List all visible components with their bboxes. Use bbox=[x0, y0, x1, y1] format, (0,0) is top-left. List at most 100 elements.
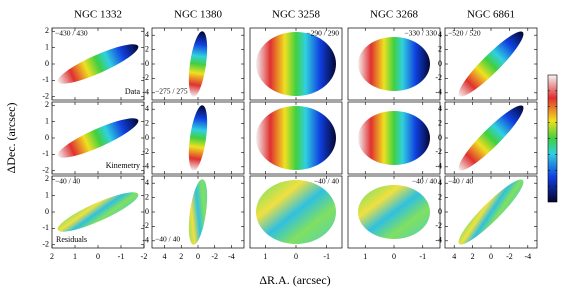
velocity-map bbox=[458, 31, 524, 97]
panel: -2 -1 0 1 2 Kinemetry bbox=[42, 100, 145, 175]
row-label: Data bbox=[125, 87, 141, 96]
x-tick-label: 2 bbox=[471, 252, 475, 261]
x-tick-label: 1 bbox=[263, 252, 267, 261]
x-tick-label: 1 bbox=[363, 252, 367, 261]
row-label: Residuals bbox=[56, 235, 87, 244]
x-tick-label: -1 bbox=[323, 252, 330, 261]
velocity-map bbox=[358, 111, 430, 165]
x-tick-label: 1 bbox=[73, 252, 77, 261]
y-tick-label: -2 bbox=[435, 221, 442, 230]
panel-title: NGC 3258 bbox=[272, 9, 320, 21]
y-tick-label: 4 bbox=[438, 178, 442, 187]
y-tick-label: 0 bbox=[45, 207, 49, 216]
y-tick-label: 0 bbox=[438, 207, 442, 216]
range-label: −330 / 330 bbox=[404, 29, 437, 38]
y-tick-label: 4 bbox=[145, 178, 149, 187]
y-tick-label: 2 bbox=[145, 118, 149, 127]
panel: -4 -2 0 2 4 −520 / 520 bbox=[435, 27, 538, 101]
velocity-map bbox=[188, 31, 208, 97]
y-tick-label: 0 bbox=[145, 133, 149, 142]
panel-title: NGC 1332 bbox=[74, 9, 122, 21]
x-tick-label: -2 bbox=[141, 252, 148, 261]
velocity-map bbox=[57, 118, 139, 158]
y-tick-label: 2 bbox=[45, 174, 49, 183]
y-tick-label: 0 bbox=[45, 59, 49, 68]
panel: 1 0 -1 −40 / 40 bbox=[249, 175, 343, 261]
range-label: −40 / 40 bbox=[314, 177, 339, 186]
y-tick-label: -2 bbox=[435, 73, 442, 82]
y-tick-label: 2 bbox=[145, 192, 149, 201]
panel: -4 -2 0 2 4 bbox=[142, 101, 245, 175]
y-tick-label: 4 bbox=[145, 104, 149, 113]
residual-map bbox=[458, 179, 524, 245]
y-tick-label: 4 bbox=[438, 30, 442, 39]
y-tick-label: -1 bbox=[42, 75, 49, 84]
y-tick-label: 1 bbox=[45, 190, 49, 199]
x-tick-label: 0 bbox=[489, 252, 493, 261]
y-tick-label: -2 bbox=[435, 147, 442, 156]
x-tick-label: 0 bbox=[294, 252, 298, 261]
y-tick-label: -2 bbox=[142, 147, 149, 156]
panel: 1 0 -1 −40 / 40 bbox=[347, 175, 441, 261]
y-tick-label: 2 bbox=[438, 118, 442, 127]
x-tick-label: -4 bbox=[228, 252, 235, 261]
y-tick-label: 2 bbox=[145, 44, 149, 53]
y-tick-label: 4 bbox=[145, 30, 149, 39]
range-label: −430 / 430 bbox=[55, 29, 88, 38]
panel: −330 / 330 bbox=[347, 27, 441, 101]
panel: -2 -1 0 1 2 −430 / 430 Data bbox=[42, 26, 145, 101]
velocity-map bbox=[358, 37, 430, 91]
y-tick-label: 0 bbox=[145, 207, 149, 216]
y-tick-label: -4 bbox=[435, 88, 442, 97]
residual-map bbox=[188, 179, 208, 245]
x-tick-label: 0 bbox=[392, 252, 396, 261]
y-tick-label: -2 bbox=[42, 92, 49, 101]
velocity-map bbox=[57, 44, 139, 84]
residual-map bbox=[57, 192, 139, 232]
y-tick-label: -4 bbox=[142, 162, 149, 171]
y-tick-label: 0 bbox=[438, 59, 442, 68]
panel-title: NGC 1380 bbox=[174, 9, 222, 21]
range-label: −290 / 290 bbox=[306, 29, 339, 38]
y-tick-label: -2 bbox=[142, 221, 149, 230]
y-tick-label: 2 bbox=[45, 26, 49, 35]
x-tick-label: -4 bbox=[524, 252, 531, 261]
y-tick-label: -2 bbox=[142, 73, 149, 82]
panel: -4 -2 0 2 4 bbox=[435, 101, 538, 175]
range-label: −40 / 40 bbox=[55, 177, 80, 186]
y-tick-label: -4 bbox=[435, 162, 442, 171]
panel: −290 / 290 bbox=[249, 27, 343, 101]
panel: 4 2 0 -2 -4 -4 -2 0 2 4 −40 / 40 bbox=[142, 175, 245, 261]
y-tick-label: -2 bbox=[42, 240, 49, 249]
x-axis-label: ΔR.A. (arcsec) bbox=[259, 273, 330, 287]
panel: -4 -2 0 2 4 −275 / 275 bbox=[142, 27, 245, 101]
panel: 4 2 0 -2 -4 -4 -2 0 2 4 −40 / 40 bbox=[435, 175, 538, 261]
velocity-map bbox=[256, 32, 336, 96]
x-tick-label: -1 bbox=[419, 252, 426, 261]
x-tick-label: -2 bbox=[211, 252, 218, 261]
panel-title: NGC 3268 bbox=[370, 9, 418, 21]
x-tick-label: 0 bbox=[96, 252, 100, 261]
y-tick-label: 2 bbox=[438, 44, 442, 53]
velocity-map bbox=[256, 106, 336, 170]
panel bbox=[347, 101, 441, 175]
residual-map bbox=[358, 185, 430, 239]
velocity-map bbox=[458, 105, 524, 171]
y-tick-label: 1 bbox=[45, 116, 49, 125]
y-tick-label: -4 bbox=[142, 88, 149, 97]
panel bbox=[249, 101, 343, 175]
panel: 2 1 0 -1 -2 -2 -1 0 1 2 −40 / 40 Residuals bbox=[42, 174, 147, 261]
panel-title: NGC 6861 bbox=[467, 9, 515, 21]
y-tick-label: 0 bbox=[45, 133, 49, 142]
y-tick-label: -1 bbox=[42, 223, 49, 232]
range-label: −520 / 520 bbox=[448, 29, 481, 38]
y-tick-label: 2 bbox=[438, 192, 442, 201]
x-tick-label: 4 bbox=[452, 252, 456, 261]
velocity-map bbox=[188, 105, 208, 171]
range-label: −40 / 40 bbox=[448, 177, 473, 186]
row-label: Kinemetry bbox=[106, 161, 140, 170]
y-tick-label: -1 bbox=[42, 149, 49, 158]
range-label: −40 / 40 bbox=[412, 177, 437, 186]
x-tick-label: -2 bbox=[506, 252, 513, 261]
